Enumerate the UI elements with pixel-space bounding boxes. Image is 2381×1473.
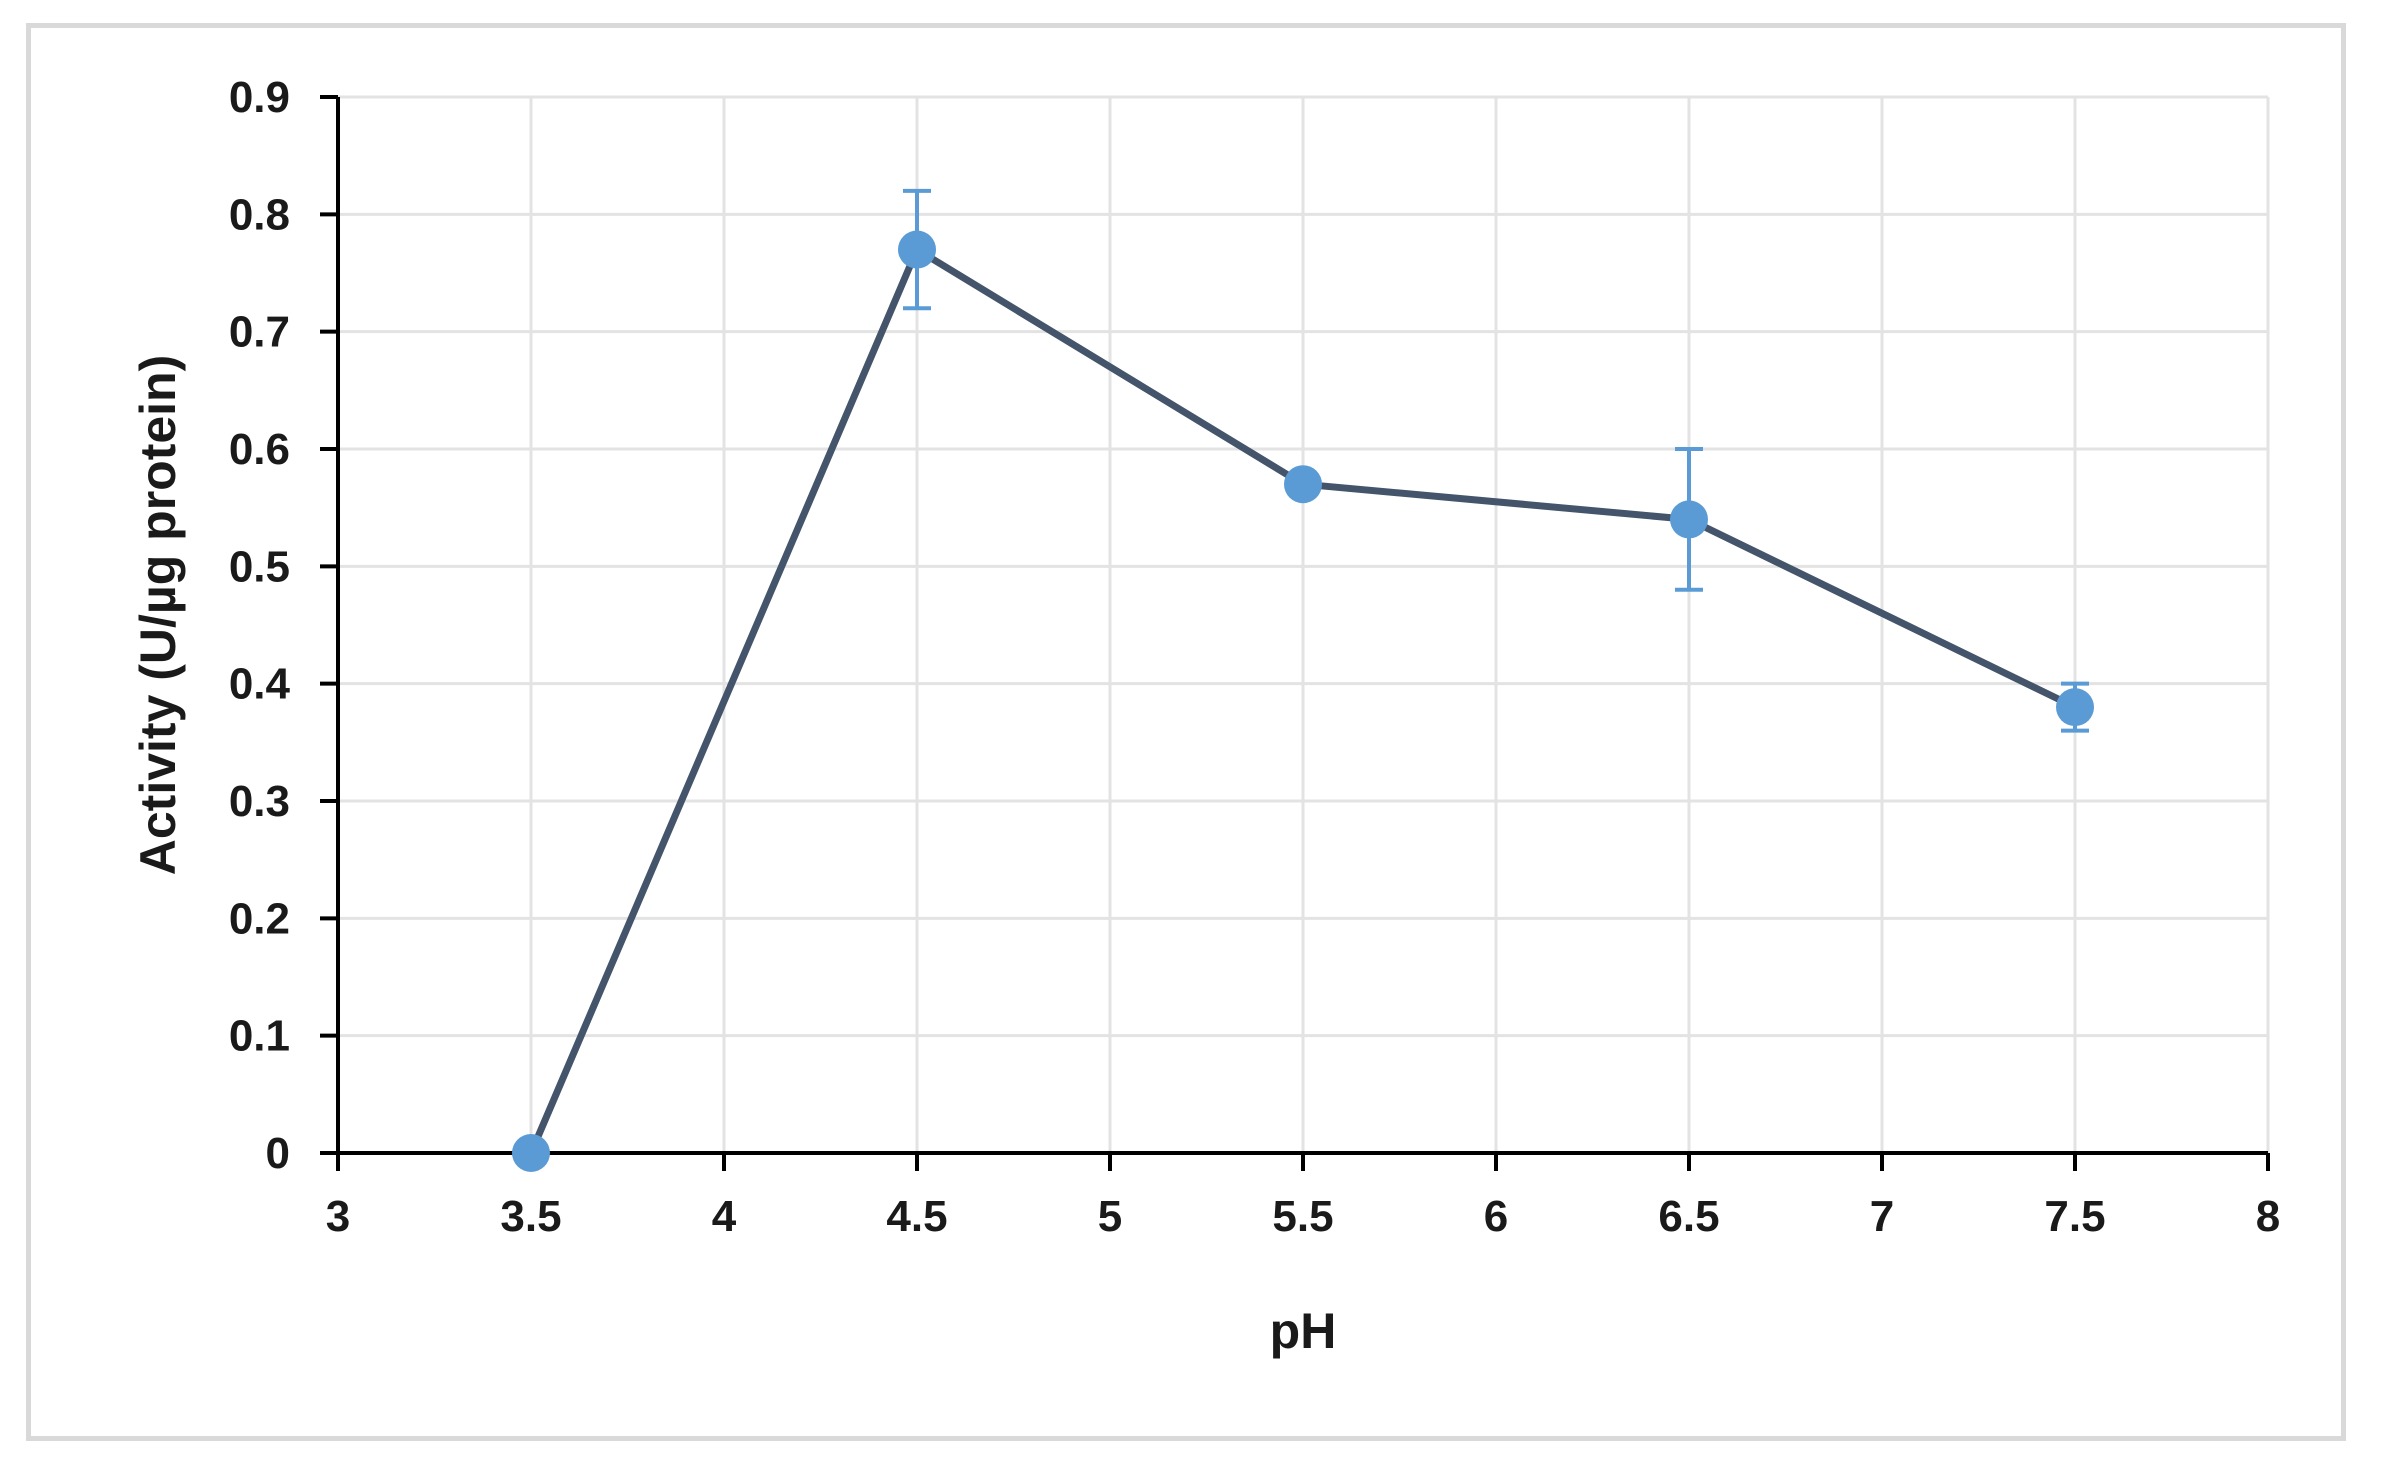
- x-tick-label: 6: [1484, 1192, 1508, 1241]
- y-tick-label: 0.3: [229, 777, 290, 826]
- y-axis-title: Activity (U/µg protein): [130, 355, 186, 875]
- y-tick-label: 0.6: [229, 425, 290, 474]
- x-tick-label: 4: [712, 1192, 737, 1241]
- y-tick-label: 0.5: [229, 542, 290, 591]
- y-tick-label: 0.1: [229, 1012, 290, 1061]
- x-tick-label: 4.5: [886, 1192, 947, 1241]
- chart-frame: [26, 23, 2346, 1441]
- x-tick-label: 7: [1870, 1192, 1894, 1241]
- data-point: [2056, 688, 2094, 727]
- data-point: [512, 1134, 550, 1172]
- data-series: [512, 188, 2094, 1172]
- x-tick-label: 3: [326, 1192, 350, 1241]
- y-tick-label: 0.7: [229, 308, 290, 357]
- y-tick-label: 0.9: [229, 73, 290, 122]
- data-point: [1670, 500, 1708, 539]
- y-tick-label: 0: [266, 1129, 290, 1178]
- x-tick-label: 7.5: [2044, 1192, 2105, 1241]
- x-tick-label: 3.5: [500, 1192, 561, 1241]
- x-axis-title: pH: [1270, 1303, 1337, 1359]
- grid: [338, 95, 2270, 1153]
- x-tick-label: 8: [2256, 1192, 2280, 1241]
- y-tick-label: 0.8: [229, 190, 290, 239]
- y-tick-label: 0.4: [229, 660, 291, 709]
- x-tick-label: 5: [1098, 1192, 1122, 1241]
- axes: 3 3.5 4 4.5 5 5.5 6 6.5 7 7.5 8 0 0.1 0.2 0.3 0.4 0.5 0.6…: [229, 73, 2280, 1241]
- y-tick-label: 0.2: [229, 894, 290, 943]
- data-point: [898, 230, 936, 269]
- data-point: [1284, 465, 1322, 504]
- x-tick-label: 5.5: [1272, 1192, 1333, 1241]
- x-tick-label: 6.5: [1658, 1192, 1719, 1241]
